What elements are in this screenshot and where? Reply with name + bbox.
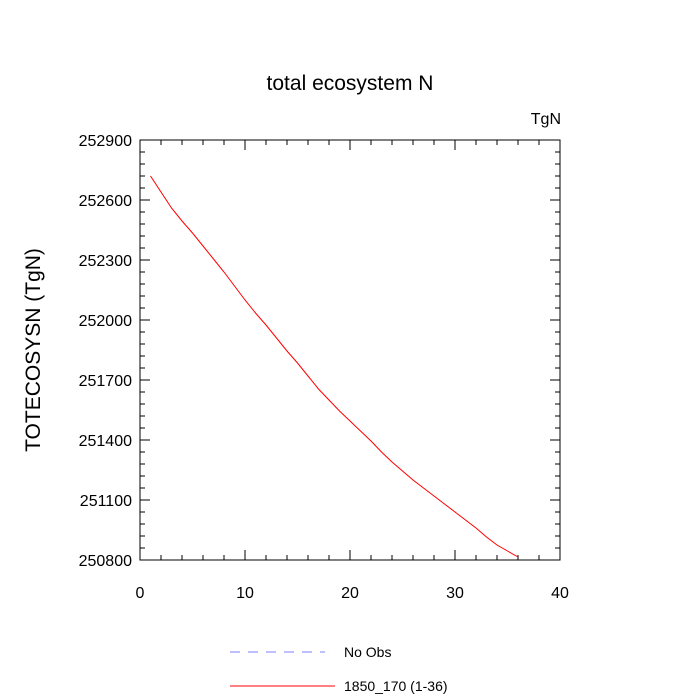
plot-frame: [139, 139, 561, 561]
legend-label: No Obs: [344, 644, 391, 660]
y-tick-label: 252600: [79, 193, 132, 210]
x-tick-label: 30: [446, 585, 464, 602]
y-tick-label: 251700: [79, 373, 132, 390]
y-tick-label: 251400: [79, 433, 132, 450]
y-tick-label: 250800: [79, 553, 132, 570]
x-tick-label: 0: [136, 585, 145, 602]
legend-label: 1850_170 (1-36): [344, 678, 448, 694]
y-tick-label: 252900: [79, 133, 132, 150]
y-tick-label: 252300: [79, 253, 132, 270]
y-tick-label: 252000: [79, 313, 132, 330]
series-line-1: [150, 175, 519, 558]
x-tick-label: 20: [341, 585, 359, 602]
chart-title: total ecosystem N: [267, 72, 434, 95]
x-tick-label: 40: [551, 585, 569, 602]
y-tick-label: 251100: [80, 493, 132, 510]
units-label: TgN: [531, 111, 561, 128]
y-axis-label: TOTECOSYSN (TgN): [22, 248, 45, 452]
x-tick-label: 10: [236, 585, 254, 602]
